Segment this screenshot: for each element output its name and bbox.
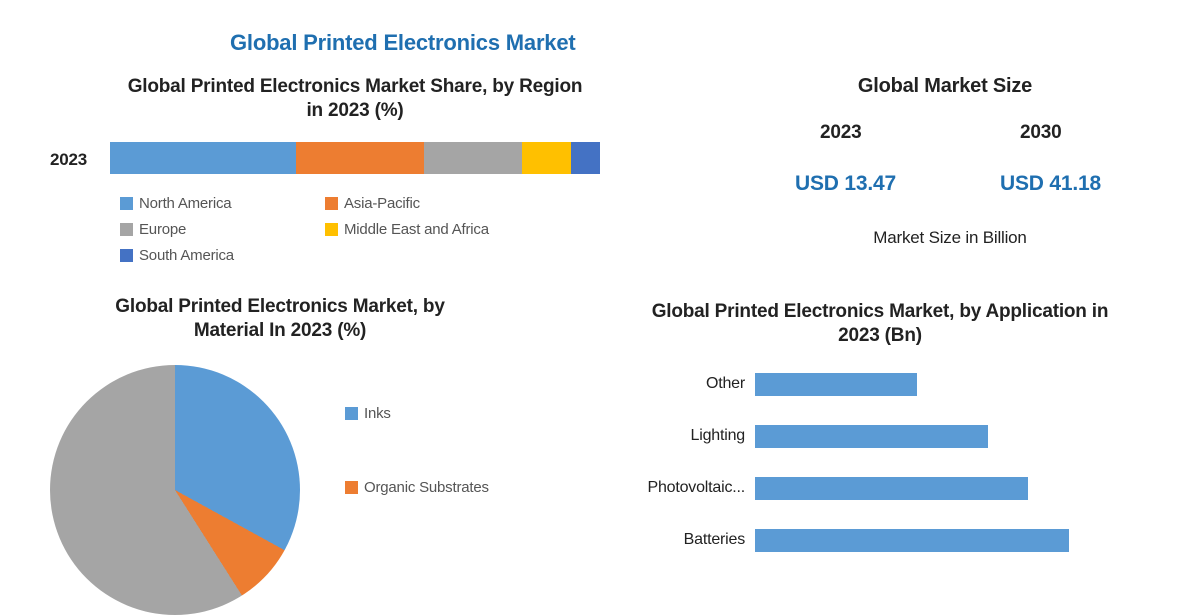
- application-label: Photovoltaic...: [600, 479, 755, 497]
- region-legend-item-2: Europe: [120, 216, 325, 242]
- application-label: Batteries: [600, 531, 755, 549]
- application-row-2: Photovoltaic...: [600, 469, 1160, 507]
- material-chart-title: Global Printed Electronics Market, by Ma…: [90, 295, 470, 343]
- legend-swatch-icon: [345, 407, 358, 420]
- market-size-caption: Market Size in Billion: [780, 228, 1120, 248]
- application-bar-track: [755, 477, 1160, 500]
- region-legend: North America Asia-Pacific Europe Middle Ea…: [120, 190, 550, 268]
- material-legend-item-1: Organic Substrates: [345, 474, 545, 500]
- legend-swatch-icon: [325, 197, 338, 210]
- region-legend-item-3: Middle East and Africa: [325, 216, 530, 242]
- region-segment-3: [522, 142, 571, 174]
- region-chart-year-label: 2023: [50, 150, 87, 170]
- legend-swatch-icon: [345, 481, 358, 494]
- market-size-year-1: 2030: [1020, 122, 1061, 144]
- application-row-3: Batteries: [600, 521, 1160, 559]
- legend-label: Middle East and Africa: [344, 221, 489, 238]
- application-bar: [755, 425, 988, 448]
- page-title: Global Printed Electronics Market: [230, 30, 576, 56]
- application-bar-chart: Other Lighting Photovoltaic... Batteries: [600, 365, 1160, 573]
- legend-label: North America: [139, 195, 231, 212]
- application-row-0: Other: [600, 365, 1160, 403]
- legend-label: Organic Substrates: [364, 479, 489, 496]
- region-legend-item-1: Asia-Pacific: [325, 190, 530, 216]
- application-bar: [755, 373, 917, 396]
- application-bar: [755, 477, 1028, 500]
- application-row-1: Lighting: [600, 417, 1160, 455]
- region-segment-2: [424, 142, 522, 174]
- region-segment-4: [571, 142, 600, 174]
- region-stacked-bar: [110, 142, 600, 174]
- application-bar-track: [755, 373, 1160, 396]
- region-segment-1: [296, 142, 423, 174]
- legend-swatch-icon: [325, 223, 338, 236]
- market-size-year-0: 2023: [820, 122, 861, 144]
- region-chart-title: Global Printed Electronics Market Share,…: [120, 75, 590, 123]
- application-bar-track: [755, 425, 1160, 448]
- legend-label: Inks: [364, 405, 391, 422]
- legend-label: South America: [139, 247, 234, 264]
- material-legend: Inks Organic Substrates: [345, 400, 545, 500]
- market-size-value-0: USD 13.47: [795, 172, 896, 196]
- legend-swatch-icon: [120, 197, 133, 210]
- region-legend-item-0: North America: [120, 190, 325, 216]
- market-size-title: Global Market Size: [765, 75, 1125, 98]
- region-legend-item-4: South America: [120, 242, 325, 268]
- application-label: Lighting: [600, 427, 755, 445]
- region-segment-0: [110, 142, 296, 174]
- legend-swatch-icon: [120, 249, 133, 262]
- application-label: Other: [600, 375, 755, 393]
- material-pie: [50, 365, 300, 615]
- material-legend-item-0: Inks: [345, 400, 545, 426]
- legend-label: Asia-Pacific: [344, 195, 420, 212]
- application-bar-track: [755, 529, 1160, 552]
- market-size-value-1: USD 41.18: [1000, 172, 1101, 196]
- legend-label: Europe: [139, 221, 186, 238]
- application-bar: [755, 529, 1069, 552]
- legend-swatch-icon: [120, 223, 133, 236]
- application-chart-title: Global Printed Electronics Market, by Ap…: [640, 300, 1120, 348]
